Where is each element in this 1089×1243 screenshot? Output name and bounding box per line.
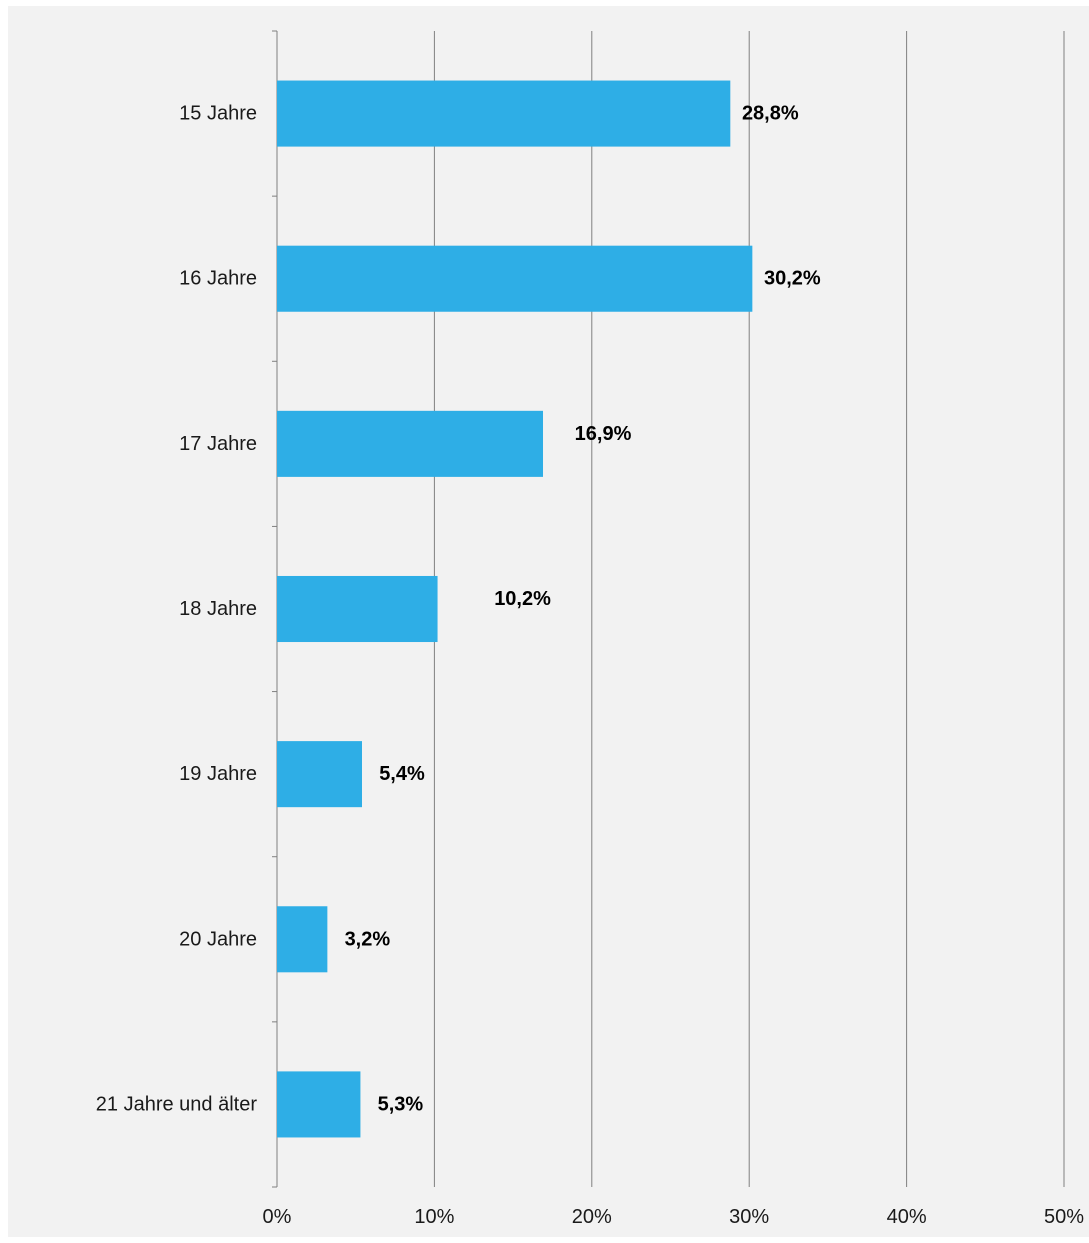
data-label-6: 3,2% [345, 928, 391, 950]
category-label-2: 16 Jahre [179, 268, 257, 290]
category-label-4: 18 Jahre [179, 598, 257, 620]
category-label-5: 19 Jahre [179, 763, 257, 785]
category-label-1: 15 Jahre [179, 103, 257, 125]
chart-area: 15 Jahre 28,8% 16 Jahre 30,2% 17 Jahre 16,9% 1… [8, 6, 1089, 1237]
x-tick-label-10: 10% [414, 1206, 454, 1228]
bar-1 [277, 80, 731, 147]
data-label-2: 30,2% [764, 268, 821, 290]
data-label-5: 5,4% [379, 763, 425, 785]
bar-3 [277, 410, 544, 477]
x-tick-label-20: 20% [572, 1206, 612, 1228]
x-tick-label-40: 40% [887, 1206, 927, 1228]
x-tick-label-50: 50% [1044, 1206, 1084, 1228]
data-label-4: 10,2% [494, 588, 551, 610]
data-label-7: 5,3% [378, 1093, 424, 1115]
category-label-7: 21 Jahre und älter [96, 1093, 258, 1115]
category-label-3: 17 Jahre [179, 433, 257, 455]
bar-4 [277, 575, 438, 643]
bar-5 [277, 741, 362, 808]
x-tick-label-0: 0% [263, 1206, 292, 1228]
data-label-3: 16,9% [575, 423, 632, 445]
bar-chart: 15 Jahre 28,8% 16 Jahre 30,2% 17 Jahre 16,9% 1… [96, 30, 1084, 1228]
bar-6 [277, 906, 328, 973]
category-label-6: 20 Jahre [179, 928, 257, 950]
data-label-1: 28,8% [742, 103, 799, 125]
bar-2 [277, 245, 753, 312]
bar-7 [277, 1071, 361, 1138]
x-tick-label-30: 30% [729, 1206, 769, 1228]
